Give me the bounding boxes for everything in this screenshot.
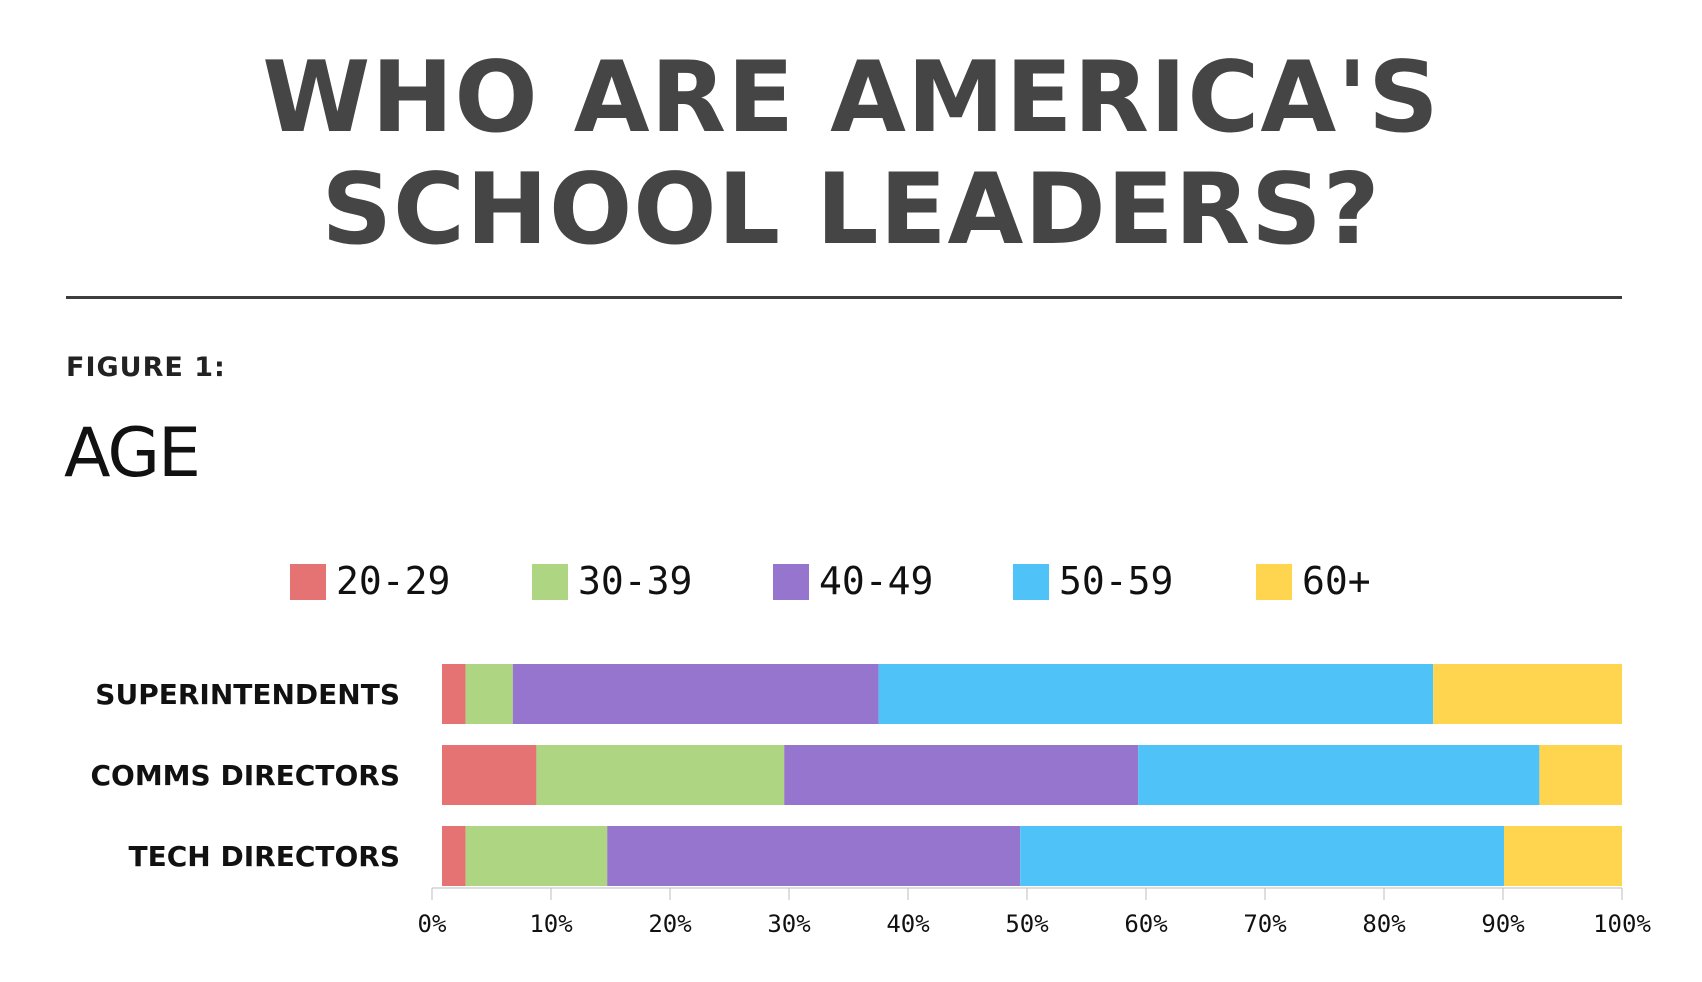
category-label-3: TECH DIRECTORS xyxy=(129,840,400,873)
bar-3-segment-5 xyxy=(1504,826,1622,886)
figure-label: FIGURE 1: xyxy=(66,352,226,383)
legend-swatch-4 xyxy=(1013,564,1049,600)
bar-2-segment-4 xyxy=(1138,745,1540,805)
legend-label-4: 50-59 xyxy=(1059,559,1173,603)
x-tick-label-1: 0% xyxy=(418,910,447,938)
x-tick-label-3: 20% xyxy=(648,910,692,938)
bar-3-segment-2 xyxy=(465,826,608,886)
figure-title: AGE xyxy=(64,414,201,493)
x-tick-label-8: 70% xyxy=(1243,910,1287,938)
legend-swatch-5 xyxy=(1256,564,1292,600)
x-tick-label-9: 80% xyxy=(1362,910,1406,938)
bar-1-segment-2 xyxy=(465,664,513,724)
category-label-1: SUPERINTENDENTS xyxy=(95,678,400,711)
bar-2-segment-2 xyxy=(536,745,785,805)
legend-swatch-1 xyxy=(290,564,326,600)
legend-swatch-2 xyxy=(532,564,568,600)
x-tick-label-10: 90% xyxy=(1481,910,1525,938)
title-divider xyxy=(66,296,1622,299)
x-tick-label-11: 100% xyxy=(1593,910,1651,938)
bar-2-segment-5 xyxy=(1539,745,1622,805)
bar-3-segment-4 xyxy=(1020,826,1504,886)
bar-1-segment-4 xyxy=(878,664,1434,724)
page-title-line-2: SCHOOL LEADERS? xyxy=(321,153,1381,267)
x-tick-label-5: 40% xyxy=(886,910,930,938)
x-tick-label-2: 10% xyxy=(529,910,573,938)
x-tick-label-7: 60% xyxy=(1124,910,1168,938)
bar-1-segment-1 xyxy=(442,664,466,724)
bar-1-segment-5 xyxy=(1433,664,1622,724)
legend-label-3: 40-49 xyxy=(819,559,933,603)
page-title-line-1: WHO ARE AMERICA'S xyxy=(262,41,1440,155)
bar-2-segment-1 xyxy=(442,745,537,805)
bar-1-segment-3 xyxy=(512,664,879,724)
x-tick-label-4: 30% xyxy=(767,910,811,938)
bar-3-segment-1 xyxy=(442,826,466,886)
bar-2-segment-3 xyxy=(784,745,1139,805)
category-label-2: COMMS DIRECTORS xyxy=(90,759,400,792)
legend-label-5: 60+ xyxy=(1302,559,1371,603)
legend-swatch-3 xyxy=(773,564,809,600)
legend-label-2: 30-39 xyxy=(578,559,692,603)
legend-label-1: 20-29 xyxy=(336,559,450,603)
x-tick-label-6: 50% xyxy=(1005,910,1049,938)
bar-3-segment-3 xyxy=(607,826,1021,886)
